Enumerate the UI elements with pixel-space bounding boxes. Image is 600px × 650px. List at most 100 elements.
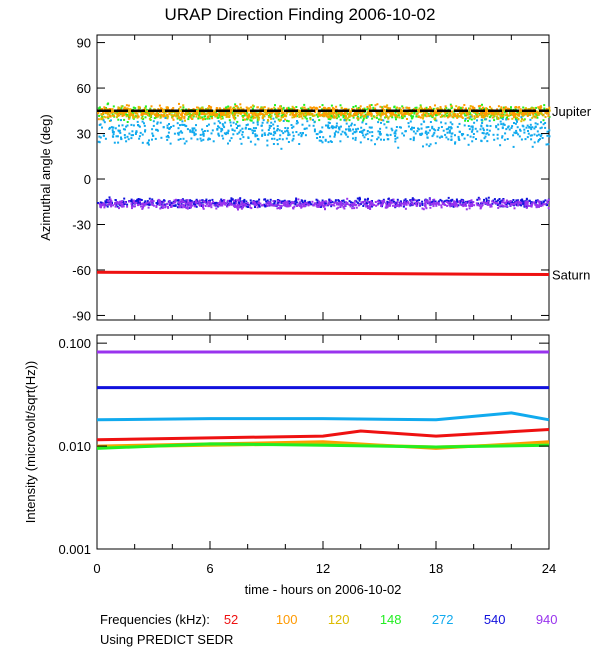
data-point	[394, 130, 397, 133]
data-point	[377, 136, 380, 139]
data-point	[247, 137, 250, 139]
data-point	[323, 201, 326, 204]
data-point	[440, 199, 443, 202]
data-point	[268, 203, 271, 206]
data-point	[218, 107, 221, 110]
data-point	[531, 202, 534, 205]
data-point	[118, 207, 120, 210]
data-point	[381, 203, 384, 206]
data-point	[104, 137, 107, 140]
data-point	[257, 202, 260, 205]
data-point	[348, 200, 351, 203]
data-point	[501, 112, 503, 114]
data-point	[228, 119, 231, 122]
data-point	[125, 140, 128, 143]
data-point	[361, 111, 364, 114]
data-point	[230, 198, 233, 201]
data-point	[164, 205, 167, 208]
data-point	[224, 121, 227, 124]
data-point	[353, 207, 356, 210]
data-point	[512, 199, 515, 201]
data-point	[319, 114, 322, 117]
data-point	[182, 203, 185, 206]
data-point	[478, 114, 481, 117]
data-point	[286, 127, 289, 130]
series-272-khz	[96, 411, 550, 422]
data-point	[298, 112, 301, 115]
data-point	[316, 115, 319, 118]
data-point	[108, 127, 111, 130]
data-point	[476, 115, 479, 118]
data-point	[401, 113, 404, 116]
data-point	[165, 106, 168, 109]
data-point	[548, 129, 551, 132]
data-point	[446, 204, 449, 207]
data-point	[297, 203, 300, 206]
data-point	[184, 113, 186, 116]
data-point	[155, 128, 158, 131]
data-point	[368, 105, 371, 108]
data-point	[304, 134, 307, 137]
data-point	[404, 111, 407, 114]
data-point	[451, 123, 454, 126]
data-point	[539, 105, 542, 108]
data-point	[312, 204, 315, 207]
data-point	[318, 106, 321, 108]
data-point	[337, 206, 340, 209]
data-point	[464, 117, 467, 120]
data-point	[136, 120, 139, 123]
data-point	[245, 124, 248, 126]
data-point	[337, 112, 340, 115]
data-point	[277, 203, 280, 206]
data-point	[358, 196, 361, 199]
data-point	[539, 135, 542, 138]
data-point	[195, 112, 198, 115]
data-point	[292, 112, 294, 114]
data-point	[506, 113, 509, 116]
data-point	[547, 143, 550, 146]
data-point	[337, 127, 340, 130]
data-point	[381, 113, 384, 116]
data-point	[205, 198, 208, 201]
data-point	[226, 202, 229, 205]
data-point	[137, 124, 140, 127]
data-point	[162, 201, 165, 204]
data-point	[233, 118, 236, 121]
data-point	[250, 119, 253, 122]
data-point	[394, 140, 397, 143]
data-point	[194, 201, 197, 204]
data-point	[535, 106, 538, 109]
data-point	[193, 134, 196, 137]
data-point	[200, 108, 203, 111]
data-point	[444, 112, 447, 115]
data-point	[261, 121, 264, 124]
data-point	[114, 199, 117, 201]
data-point	[359, 131, 361, 133]
data-point	[463, 104, 466, 106]
data-point	[499, 116, 502, 119]
data-point	[357, 127, 359, 130]
data-point	[222, 124, 225, 127]
data-point	[485, 132, 488, 135]
data-point	[312, 118, 314, 121]
data-point	[183, 115, 186, 118]
data-point	[291, 131, 294, 134]
data-point	[252, 200, 255, 203]
data-point	[396, 116, 399, 119]
data-point	[180, 204, 183, 207]
data-point	[116, 205, 119, 208]
data-point	[335, 113, 338, 116]
data-point	[497, 199, 499, 202]
data-point	[495, 115, 498, 118]
data-point	[110, 111, 113, 114]
data-point	[361, 201, 364, 203]
data-point	[215, 201, 218, 204]
data-point	[98, 114, 101, 117]
data-point	[305, 127, 308, 130]
data-point	[374, 201, 377, 203]
data-point	[427, 126, 430, 128]
data-point	[230, 137, 233, 140]
data-point	[389, 111, 392, 114]
data-point	[242, 108, 245, 111]
data-point	[272, 200, 275, 203]
